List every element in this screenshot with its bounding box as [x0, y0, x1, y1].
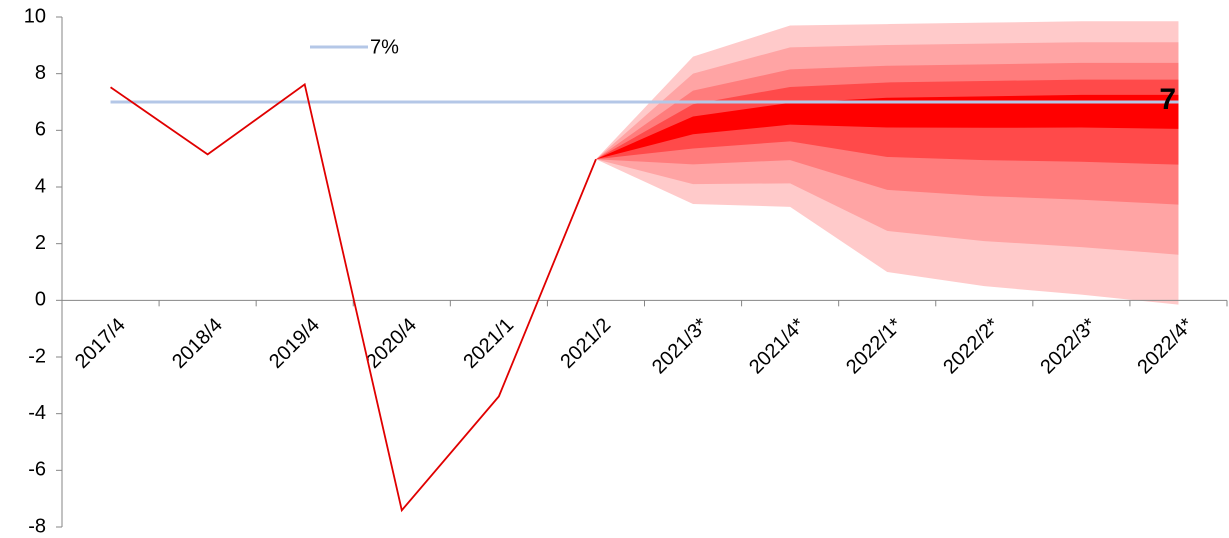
y-tick-label: 10 [24, 5, 46, 27]
y-tick-label: -8 [28, 515, 46, 537]
x-tick-label: 2022/2* [939, 314, 1003, 378]
y-tick-label: 6 [35, 119, 46, 141]
x-tick-label: 2021/1 [459, 314, 518, 373]
y-tick-label: -6 [28, 459, 46, 481]
y-tick-label: -2 [28, 345, 46, 367]
x-tick-label: 2019/4 [265, 314, 324, 373]
y-tick-label: 8 [35, 62, 46, 84]
x-tick-label: 2021/3* [648, 314, 712, 378]
legend-label: 7% [370, 36, 399, 58]
x-tick-label: 2022/3* [1036, 314, 1100, 378]
x-tick-label: 2021/4* [745, 314, 809, 378]
y-tick-label: 2 [35, 232, 46, 254]
x-tick-label: 2020/4 [362, 314, 421, 373]
fan-band [595, 94, 1179, 160]
x-tick-label: 2017/4 [71, 314, 130, 373]
y-tick-label: 0 [35, 289, 46, 311]
series-line [110, 82, 597, 513]
annotation: 7 [1159, 83, 1176, 116]
y-tick-label: 4 [35, 175, 46, 197]
x-tick-label: 2021/2 [556, 314, 615, 373]
y-tick-label: -4 [28, 402, 46, 424]
x-tick-label: 2022/1* [842, 314, 906, 378]
x-tick-label: 2022/4* [1133, 314, 1197, 378]
x-tick-label: 2018/4 [168, 314, 227, 373]
